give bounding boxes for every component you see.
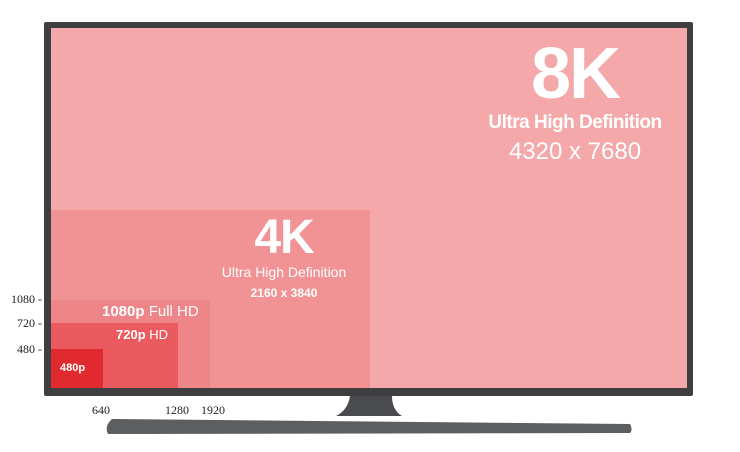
label-4k-resolution: 2160 x 3840 — [250, 286, 318, 300]
screen-8k: 8K Ultra High Definition 4320 x 7680 4K … — [51, 28, 687, 388]
y-tick-480: 480 - — [17, 342, 42, 356]
label-1080p-rest: Full HD — [144, 303, 199, 320]
label-4k-subtitle: Ultra High Definition — [221, 264, 347, 280]
x-tick-1920: 1920 — [201, 403, 225, 417]
area-480p — [51, 349, 103, 388]
label-8k-subtitle: Ultra High Definition — [488, 112, 662, 133]
stand-base — [106, 419, 632, 434]
y-tick-720: 720 - — [17, 316, 42, 330]
label-720p-rest: HD — [145, 327, 169, 342]
stand-neck — [336, 396, 402, 416]
label-4k-title: 4K — [254, 211, 314, 264]
label-720p-bold: 720p — [116, 327, 146, 342]
y-tick-1080: 1080 - — [11, 292, 42, 306]
label-8k-resolution: 4320 x 7680 — [508, 138, 642, 165]
label-1080p-bold: 1080p — [102, 303, 145, 320]
label-8k-title: 8K — [530, 34, 621, 114]
x-tick-640: 640 — [92, 403, 110, 417]
label-1080p: 1080p Full HD — [102, 303, 199, 320]
x-tick-1280: 1280 — [165, 403, 189, 417]
label-720p: 720p HD — [116, 327, 168, 342]
label-480p: 480p — [60, 362, 86, 374]
